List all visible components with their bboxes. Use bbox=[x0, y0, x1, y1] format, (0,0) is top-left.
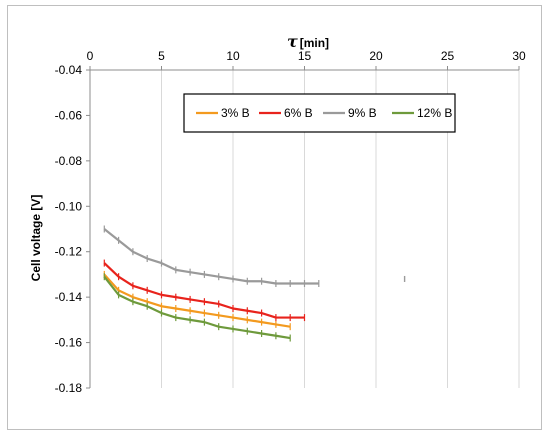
x-tick-label: 20 bbox=[369, 49, 383, 63]
legend-label-1: 3% B bbox=[221, 106, 250, 120]
x-tick-label: 5 bbox=[158, 49, 165, 63]
tick-label-layer: 0 5 10 15 20 25 30 -0.04 -0.06 -0.08 -0.10 -0.12 -0.… bbox=[55, 49, 526, 395]
y-tick-label: -0.18 bbox=[55, 381, 83, 395]
y-tick-label: -0.06 bbox=[55, 108, 83, 122]
y-tick-label: -0.12 bbox=[55, 245, 83, 259]
x-axis-title-unit: [min] bbox=[300, 36, 329, 50]
legend-label-4: 12% B bbox=[417, 106, 452, 120]
y-tick-label: -0.16 bbox=[55, 336, 83, 350]
series-line-3 bbox=[103, 228, 319, 285]
y-tick-label: -0.08 bbox=[55, 154, 83, 168]
y-axis-title: Cell voltage [V] bbox=[29, 195, 43, 282]
x-tick-label: 25 bbox=[441, 49, 455, 63]
series-layer bbox=[103, 225, 406, 342]
x-axis-title: τ [min] bbox=[287, 32, 329, 51]
y-tick-label: -0.10 bbox=[55, 199, 83, 213]
x-axis-title-tau: τ bbox=[287, 32, 298, 51]
legend-label-2: 6% B bbox=[284, 106, 313, 120]
y-tick-label: -0.14 bbox=[55, 290, 83, 304]
x-tick-label: 10 bbox=[226, 49, 240, 63]
series-line-4 bbox=[103, 276, 291, 340]
axis-layer bbox=[86, 66, 520, 389]
legend-label-3: 9% B bbox=[348, 106, 377, 120]
x-tick-label: 15 bbox=[298, 49, 312, 63]
legend: 3% B 6% B 9% B 12% B bbox=[183, 93, 456, 133]
chart-frame bbox=[7, 5, 542, 430]
series-line-1 bbox=[103, 273, 291, 328]
x-tick-label: 0 bbox=[87, 49, 94, 63]
y-tick-label: -0.04 bbox=[55, 63, 83, 77]
x-tick-label: 30 bbox=[512, 49, 526, 63]
